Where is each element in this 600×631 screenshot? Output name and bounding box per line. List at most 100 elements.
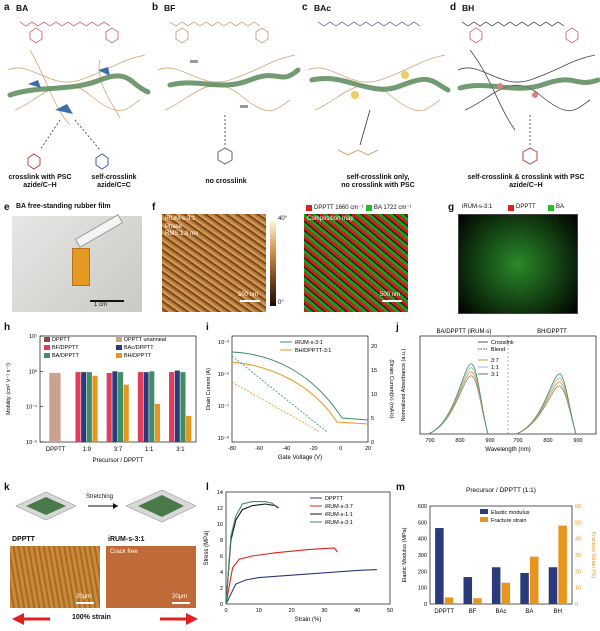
bar-fracture-strain: [529, 556, 539, 604]
absorbance-curve-ba: [427, 367, 489, 435]
right-title: BH/DPPTT: [537, 329, 567, 335]
bar-BH/DPPTT: [92, 375, 98, 442]
bar-DPPTT unanneal: [49, 372, 61, 442]
panel-a-caption-2: self-crosslink azide/C=C: [91, 174, 137, 189]
legend-swatch: [480, 509, 488, 514]
rubber-film-photo: 1 cm: [12, 214, 142, 312]
legend-label: BH/DPPTT-3:1: [295, 348, 331, 354]
legend-swatch: [44, 353, 50, 358]
composition-map: Composition map 500 nm: [304, 214, 408, 312]
scale-label-k2: 20μm: [172, 594, 188, 600]
plot-frame: [225, 491, 391, 605]
x-tick-label: 0: [224, 608, 227, 614]
legend-swatch: [44, 345, 50, 350]
x-tick-label: DPPTT: [434, 609, 454, 615]
y-tick-label: 100: [418, 586, 427, 592]
legend-label: iRUM-s-1:1: [325, 512, 353, 518]
y-right-axis-label: (Drain Current)½ (mA½): [388, 359, 395, 418]
absorbance-curve-ba: [427, 371, 489, 435]
panel-c-network-icon: [307, 54, 451, 156]
x-tick-label: -20: [310, 446, 318, 452]
legend-label: Fracture strain: [491, 518, 526, 524]
y-axis-label: Drain Current (A): [206, 368, 212, 410]
curve-DPPTT: [225, 569, 377, 605]
x-axis-label: Precursor / DPPTT: [93, 458, 144, 464]
chart-title: Precursor / DPPTT (1:1): [466, 487, 536, 494]
scale-bar-f1: [240, 300, 260, 302]
panel-l-letter: l: [206, 482, 209, 493]
y-right-tick-label: 0: [575, 602, 578, 608]
y-tick-label: 200: [418, 569, 427, 575]
x-axis-label: Gate Voltage (V): [278, 455, 322, 461]
chart-h-mobility: 10⁻² 10⁻¹ 10⁰ 10¹ Mobility (cm² V⁻¹ s⁻¹) Prec…: [6, 334, 197, 464]
panel-d-network-icon: [457, 49, 600, 165]
legend-label: Crosslink: [491, 340, 514, 346]
panel-f-letter: f: [152, 202, 156, 213]
afm-phase-image: iRUM-s-3:1 Phase RMS 1.8 nm 500 nm: [162, 214, 266, 312]
y-axis-label: Mobility (cm² V⁻¹ s⁻¹): [6, 363, 12, 415]
y-right-tick-label: 50: [575, 520, 581, 526]
y-tick-label: 10⁻¹: [26, 405, 37, 411]
plot-frame: [231, 335, 369, 443]
bar-elastic-modulus: [520, 572, 529, 604]
bar-elastic-modulus: [435, 528, 444, 604]
y-right-tick-label: 15: [371, 368, 377, 374]
x-tick-label: 50: [387, 608, 393, 614]
legend-swatch: [116, 345, 122, 350]
x-tick-label: 700: [513, 438, 522, 444]
bar-elastic-modulus: [548, 567, 558, 604]
x-tick-label: 10: [256, 608, 262, 614]
x-tick-label: 3:7: [114, 447, 123, 453]
panel-e-letter: e: [4, 202, 10, 213]
x-tick-label: 700: [425, 438, 434, 444]
bar-BA/DPPTT: [149, 371, 155, 442]
x-tick-label: 1:1: [145, 447, 154, 453]
legend-label: Elastic modulus: [491, 510, 530, 516]
panel-c-caption: self-crosslink only, no crosslink with P…: [341, 174, 415, 189]
y-right-tick-label: 30: [575, 553, 581, 559]
y-tick-label: 2: [220, 586, 223, 592]
legend-label: iRUM-s-3:1: [295, 340, 323, 346]
scale-bar-k2: [172, 602, 190, 604]
tweezer-tip: [74, 214, 124, 248]
panel-h-letter: h: [4, 322, 11, 333]
legend-label: iRUM-s-3:1: [325, 520, 353, 526]
curve-iRUM-s-1:1: [225, 503, 279, 605]
panel-a-caption-1: crosslink with PSC azide/C–H: [8, 174, 72, 189]
legend-label: BAc/DPPTT: [124, 345, 154, 351]
legend-g-dpptt-swatch: [508, 205, 514, 211]
rubber-film: [72, 248, 90, 286]
y-right-tick-label: 5: [371, 416, 374, 422]
y-axis-label: Normalized Absorbance (a.u.): [401, 348, 407, 421]
y-right-tick-label: 0: [371, 440, 374, 446]
bar-BF/DPPTT: [169, 372, 175, 442]
legend-dpptt-swatch: [306, 205, 312, 211]
curve-iRUM-s-3:1: [225, 501, 276, 605]
y-right-tick-label: 20: [575, 569, 581, 575]
x-tick-label: 30: [321, 608, 327, 614]
panel-b-caption: no crosslink: [205, 178, 247, 185]
x-tick-label: BF: [469, 609, 477, 615]
y-tick-label: 12: [217, 506, 223, 512]
bar-BH/DPPTT: [186, 415, 192, 442]
y-tick-label: 14: [217, 490, 223, 496]
scale-label-e: 1 cm: [94, 302, 108, 308]
scale-bar-k1: [76, 602, 94, 604]
crack-free-label: Crack free: [110, 549, 138, 555]
x-tick-label: 1:9: [83, 447, 92, 453]
absorbance-curve-bh: [515, 377, 577, 435]
strain-label: 100% strain: [72, 614, 111, 621]
y-tick-label: 10⁻⁵: [218, 371, 229, 378]
legend-g-dpptt: DPPTT: [516, 204, 536, 210]
bar-BF/DPPTT: [75, 372, 81, 442]
x-tick-label: BA: [525, 609, 533, 615]
colorbar-min: 0°: [278, 300, 284, 306]
x-tick-label: 20: [365, 446, 371, 452]
composition-label: Composition map: [307, 216, 354, 222]
panel-i-letter: i: [206, 322, 209, 333]
legend-label: BF/DPPTT: [52, 345, 79, 351]
bar-BAc/DPPTT: [81, 372, 87, 442]
y-tick-label: 300: [418, 553, 427, 559]
y-tick-label: 400: [418, 537, 427, 543]
y-right-tick-label: 20: [371, 344, 377, 350]
